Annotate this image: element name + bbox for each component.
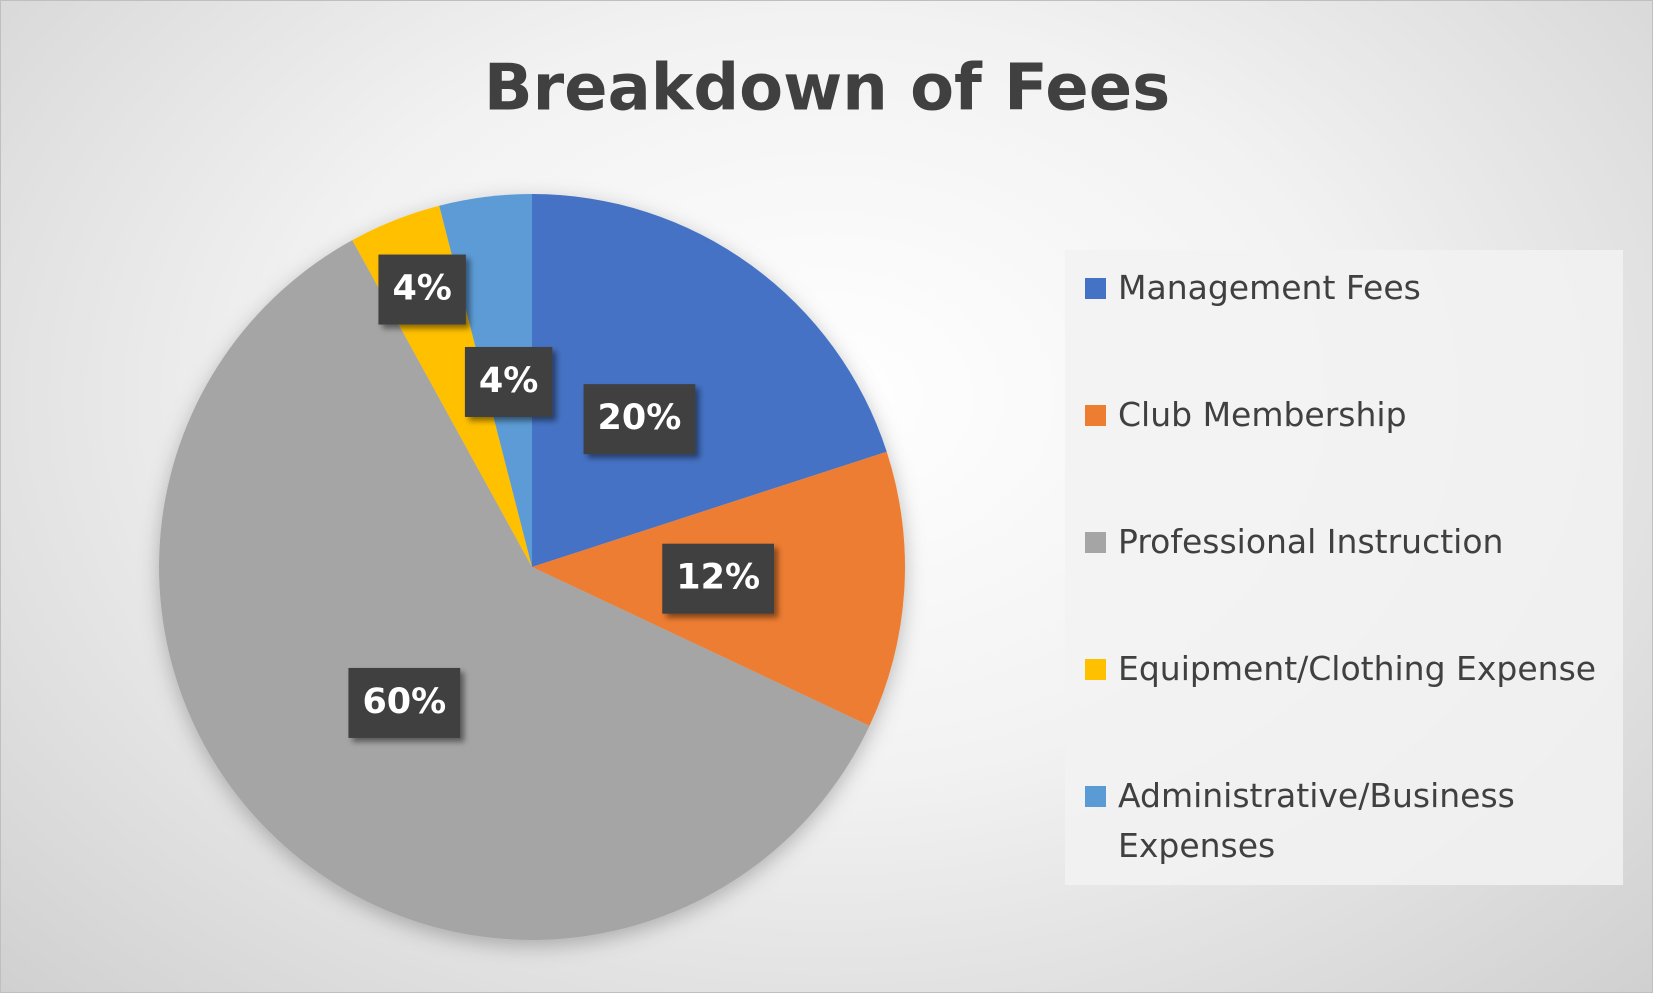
pie-slice bbox=[532, 194, 887, 567]
legend-item: Equipment/Clothing Expense bbox=[1085, 644, 1605, 694]
legend-label: Administrative/Business Expenses bbox=[1118, 776, 1515, 865]
legend-item: Management Fees bbox=[1085, 263, 1605, 313]
legend: Management Fees Club Membership Profession… bbox=[1065, 250, 1623, 885]
legend-item: Administrative/Business Expenses bbox=[1085, 771, 1605, 871]
legend-label: Professional Instruction bbox=[1118, 522, 1504, 561]
data-label: 4% bbox=[392, 269, 451, 309]
pie bbox=[158, 194, 905, 941]
legend-swatch bbox=[1085, 278, 1106, 299]
legend-swatch bbox=[1085, 405, 1106, 426]
legend-label: Club Membership bbox=[1118, 395, 1407, 434]
data-label: 20% bbox=[598, 398, 682, 438]
chart-title: Breakdown of Fees bbox=[484, 52, 1170, 126]
legend-item: Club Membership bbox=[1085, 390, 1605, 440]
data-labels: 20% 12% 60% 4% 4% bbox=[348, 254, 775, 738]
legend-swatch bbox=[1085, 659, 1106, 680]
legend-swatch bbox=[1085, 532, 1106, 553]
data-label-box bbox=[378, 254, 466, 325]
data-label-box bbox=[662, 543, 775, 614]
pie-slice bbox=[158, 240, 870, 941]
legend-swatch bbox=[1085, 786, 1106, 807]
data-label-box bbox=[348, 667, 461, 738]
legend-label: Equipment/Clothing Expense bbox=[1118, 649, 1597, 688]
legend-label: Management Fees bbox=[1118, 268, 1421, 307]
data-label: 12% bbox=[676, 558, 760, 598]
legend-item: Professional Instruction bbox=[1085, 517, 1605, 567]
data-label-box bbox=[583, 384, 696, 455]
data-label: 60% bbox=[362, 682, 446, 722]
data-label: 4% bbox=[479, 361, 538, 401]
data-label-box bbox=[464, 346, 553, 417]
